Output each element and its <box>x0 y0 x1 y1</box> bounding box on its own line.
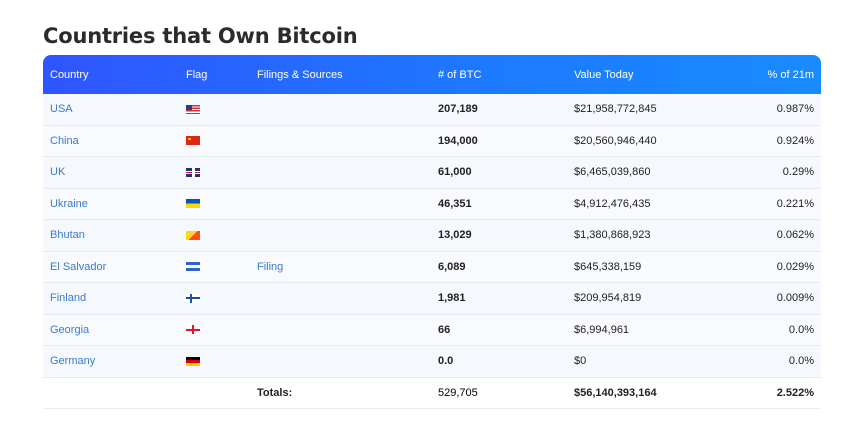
bitcoin-holdings-table: Country Flag Filings & Sources # of BTC … <box>43 55 821 409</box>
filing-link <box>250 283 431 315</box>
country-link[interactable]: Bhutan <box>43 220 179 252</box>
flag-cell <box>179 94 250 126</box>
flag-cell <box>179 314 250 346</box>
filing-link <box>250 94 431 126</box>
percent-of-21m: 0.924% <box>727 125 821 157</box>
table-row: Germany 0.0 $0 0.0% <box>43 346 821 378</box>
filing-link <box>250 346 431 378</box>
percent-of-21m: 0.987% <box>727 94 821 126</box>
filing-link[interactable]: Filing <box>250 251 431 283</box>
percent-of-21m: 0.29% <box>727 157 821 189</box>
table-row: UK 61,000 $6,465,039,860 0.29% <box>43 157 821 189</box>
georgia-flag-icon <box>186 325 200 335</box>
value-today: $645,338,159 <box>567 251 727 283</box>
value-today: $20,560,946,440 <box>567 125 727 157</box>
btc-amount: 207,189 <box>431 94 567 126</box>
filing-link <box>250 125 431 157</box>
country-link[interactable]: Finland <box>43 283 179 315</box>
btc-amount: 46,351 <box>431 188 567 220</box>
percent-of-21m: 0.0% <box>727 314 821 346</box>
usa-flag-icon <box>186 104 200 114</box>
filing-link <box>250 314 431 346</box>
btc-amount: 1,981 <box>431 283 567 315</box>
value-today: $4,912,476,435 <box>567 188 727 220</box>
header-btc[interactable]: # of BTC <box>438 68 482 81</box>
flag-cell <box>179 346 250 378</box>
value-today: $6,994,961 <box>567 314 727 346</box>
header-percent[interactable]: % of 21m <box>767 68 814 81</box>
country-link[interactable]: Georgia <box>43 314 179 346</box>
table-row: Ukraine 46,351 $4,912,476,435 0.221% <box>43 188 821 220</box>
totals-label: Totals: <box>250 377 431 409</box>
btc-amount: 0.0 <box>431 346 567 378</box>
page-title: Countries that Own Bitcoin <box>43 24 358 48</box>
percent-of-21m: 0.029% <box>727 251 821 283</box>
germany-flag-icon <box>186 356 200 366</box>
header-flag[interactable]: Flag <box>186 68 208 81</box>
flag-cell <box>179 125 250 157</box>
flag-cell <box>179 157 250 189</box>
header-filings[interactable]: Filings & Sources <box>257 68 343 81</box>
header-value[interactable]: Value Today <box>574 68 634 81</box>
country-link[interactable]: China <box>43 125 179 157</box>
totals-percent: 2.522% <box>727 377 821 409</box>
table-row: China 194,000 $20,560,946,440 0.924% <box>43 125 821 157</box>
totals-row: Totals: 529,705 $56,140,393,164 2.522% <box>43 377 821 409</box>
table-header-row: Country Flag Filings & Sources # of BTC … <box>43 55 821 94</box>
totals-btc: 529,705 <box>431 377 567 409</box>
table-row: Bhutan 13,029 $1,380,868,923 0.062% <box>43 220 821 252</box>
table-row: El Salvador Filing 6,089 $645,338,159 0.… <box>43 251 821 283</box>
value-today: $209,954,819 <box>567 283 727 315</box>
value-today: $1,380,868,923 <box>567 220 727 252</box>
flag-cell <box>179 220 250 252</box>
el-salvador-flag-icon <box>186 262 200 272</box>
filing-link <box>250 157 431 189</box>
btc-amount: 194,000 <box>431 125 567 157</box>
country-link[interactable]: Germany <box>43 346 179 378</box>
percent-of-21m: 0.221% <box>727 188 821 220</box>
btc-amount: 66 <box>431 314 567 346</box>
table-row: USA 207,189 $21,958,772,845 0.987% <box>43 94 821 126</box>
country-link[interactable]: El Salvador <box>43 251 179 283</box>
bhutan-flag-icon <box>186 230 200 240</box>
flag-cell <box>179 283 250 315</box>
totals-empty-cell <box>43 377 179 409</box>
flag-cell <box>179 251 250 283</box>
filing-link <box>250 220 431 252</box>
uk-flag-icon <box>186 167 200 177</box>
ukraine-flag-icon <box>186 199 200 209</box>
percent-of-21m: 0.009% <box>727 283 821 315</box>
percent-of-21m: 0.0% <box>727 346 821 378</box>
flag-cell <box>179 188 250 220</box>
table-row: Georgia 66 $6,994,961 0.0% <box>43 314 821 346</box>
filing-link <box>250 188 431 220</box>
totals-empty-cell <box>179 377 250 409</box>
totals-value: $56,140,393,164 <box>567 377 727 409</box>
china-flag-icon <box>186 136 200 146</box>
btc-amount: 13,029 <box>431 220 567 252</box>
value-today: $0 <box>567 346 727 378</box>
header-country[interactable]: Country <box>50 68 89 81</box>
percent-of-21m: 0.062% <box>727 220 821 252</box>
country-link[interactable]: Ukraine <box>43 188 179 220</box>
btc-amount: 61,000 <box>431 157 567 189</box>
value-today: $21,958,772,845 <box>567 94 727 126</box>
value-today: $6,465,039,860 <box>567 157 727 189</box>
btc-amount: 6,089 <box>431 251 567 283</box>
country-link[interactable]: UK <box>43 157 179 189</box>
table-row: Finland 1,981 $209,954,819 0.009% <box>43 283 821 315</box>
country-link[interactable]: USA <box>43 94 179 126</box>
finland-flag-icon <box>186 293 200 303</box>
